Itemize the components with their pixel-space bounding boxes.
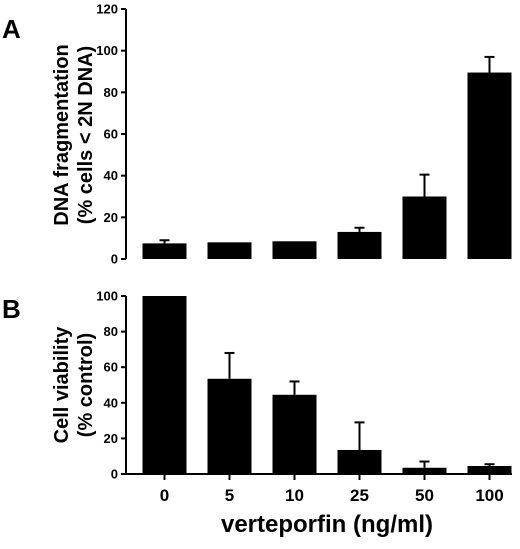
panel-a-bar <box>337 231 382 259</box>
panel-b-ytick-label: 100 <box>96 289 118 304</box>
panel-b-xtick-label: 5 <box>225 486 234 505</box>
panel-b-bar <box>402 467 447 474</box>
panel-b-ytick-label: 40 <box>104 395 118 410</box>
panel-b-bar <box>207 378 252 474</box>
panel-a-bar <box>207 242 252 259</box>
panel-a-bar <box>142 243 187 259</box>
panel-a-ylabel-line2: (% cells < 2N DNA) <box>75 46 97 224</box>
panel-b-y-ticks: 0 20 40 60 80 100 <box>96 289 126 482</box>
panel-a-y-ticks: 0 20 40 60 80 100 120 <box>96 2 126 267</box>
panel-b-bar <box>142 296 187 474</box>
panel-a-bar <box>402 196 447 259</box>
panel-b-xtick-label: 0 <box>160 486 169 505</box>
panel-b-ytick-label: 20 <box>104 431 118 446</box>
panel-b-bars <box>142 296 512 474</box>
panel-a-ytick-label: 60 <box>104 127 118 142</box>
panel-a-ytick-label: 20 <box>104 210 118 225</box>
panel-a-bars <box>142 55 512 260</box>
panel-b-xtick-label: 25 <box>350 486 369 505</box>
panel-a-ytick-label: 120 <box>96 2 118 17</box>
panel-b-xtick-label: 100 <box>475 486 503 505</box>
panel-b-x-ticks: 0 5 10 25 50 100 <box>160 474 504 505</box>
panel-b-ytick-label: 0 <box>111 467 118 482</box>
panel-b: B Cell viability (% control) 0 20 40 60 80 10… <box>2 289 512 538</box>
panel-a: A DNA fragmentation (% cells < 2N DNA) 0… <box>2 2 512 267</box>
panel-b-bar <box>337 449 382 474</box>
panel-a-label: A <box>2 14 21 44</box>
panel-b-bar <box>272 394 317 474</box>
panel-b-ytick-label: 80 <box>104 324 118 339</box>
panel-b-label: B <box>2 294 21 324</box>
panel-b-xtick-label: 50 <box>415 486 434 505</box>
panel-b-bar <box>467 465 512 474</box>
panel-a-ytick-label: 0 <box>111 252 118 267</box>
panel-a-ytick-label: 80 <box>104 85 118 100</box>
panel-a-ytick-label: 100 <box>96 43 118 58</box>
x-axis-label: verteporfin (ng/ml) <box>221 511 433 538</box>
panel-b-xtick-label: 10 <box>285 486 304 505</box>
panel-b-ylabel-line1: Cell viability <box>51 326 73 444</box>
panel-b-ylabel-line2: (% control) <box>75 333 97 437</box>
panel-a-bar <box>272 241 317 259</box>
panel-a-bar <box>467 72 512 260</box>
panel-a-ytick-label: 40 <box>104 168 118 183</box>
panel-a-ylabel-line1: DNA fragmentation <box>51 44 73 225</box>
panel-b-ytick-label: 60 <box>104 360 118 375</box>
